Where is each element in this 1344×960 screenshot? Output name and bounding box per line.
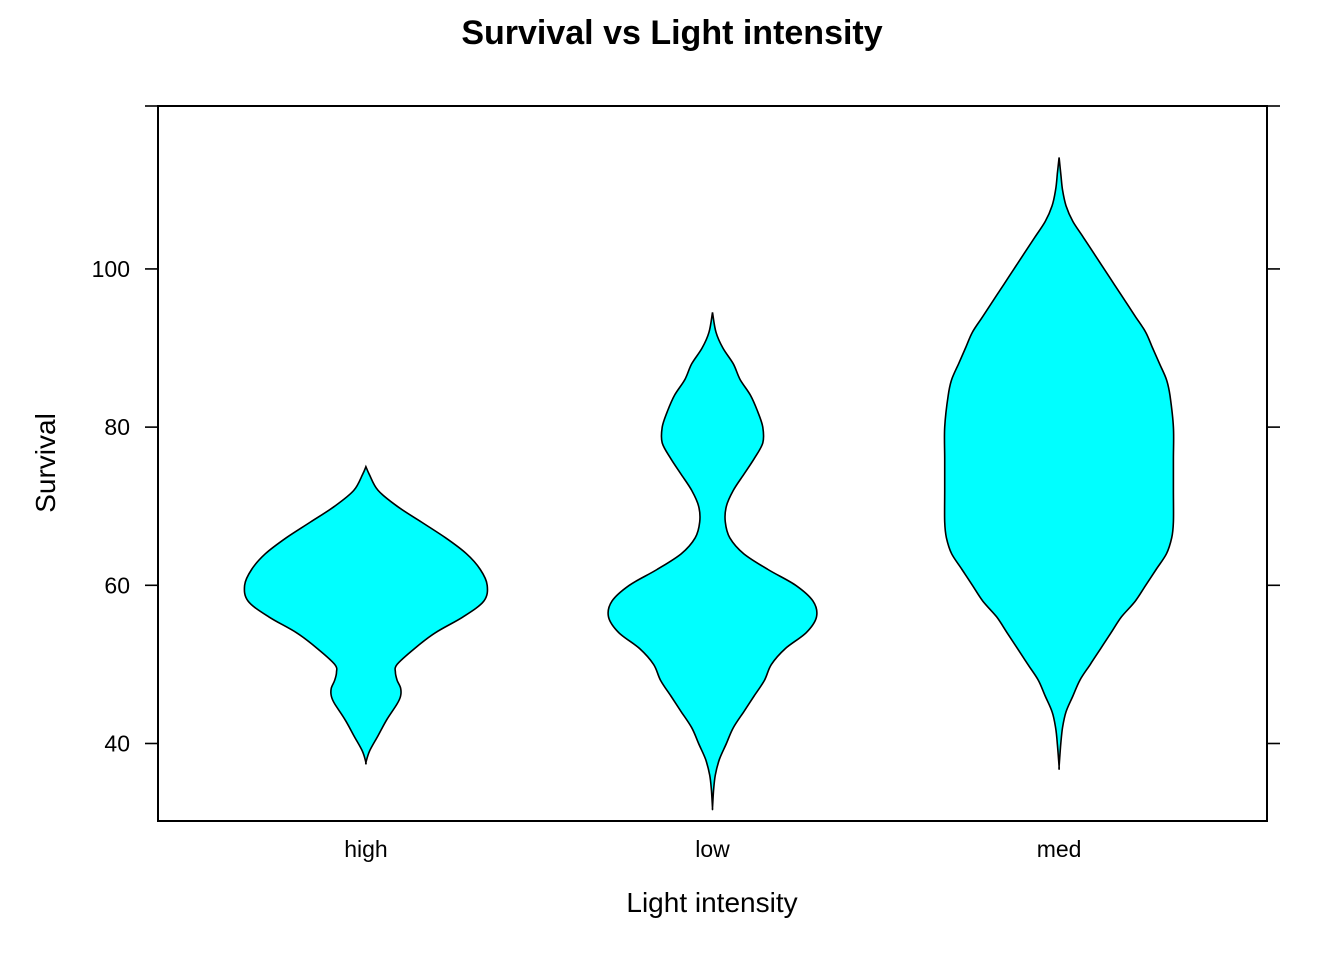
violin-med xyxy=(943,157,1175,771)
x-tick-label: med xyxy=(1037,836,1082,862)
y-tick-label: 80 xyxy=(104,414,130,440)
violin-low xyxy=(607,312,818,811)
violin-high xyxy=(243,464,489,765)
x-tick-label: high xyxy=(344,836,387,862)
x-axis: high low med xyxy=(344,836,1081,862)
y-tick-label: 100 xyxy=(92,256,130,282)
violin-group xyxy=(243,157,1175,811)
y-tick-label: 40 xyxy=(104,730,130,756)
x-axis-label: Light intensity xyxy=(626,887,797,918)
y-axis-label: Survival xyxy=(30,413,61,513)
x-tick-label: low xyxy=(695,836,730,862)
chart-title: Survival vs Light intensity xyxy=(461,14,882,52)
y-axis: 40 60 80 100 xyxy=(92,105,1280,756)
y-tick-label: 60 xyxy=(104,572,130,598)
plot-frame xyxy=(157,105,1268,822)
